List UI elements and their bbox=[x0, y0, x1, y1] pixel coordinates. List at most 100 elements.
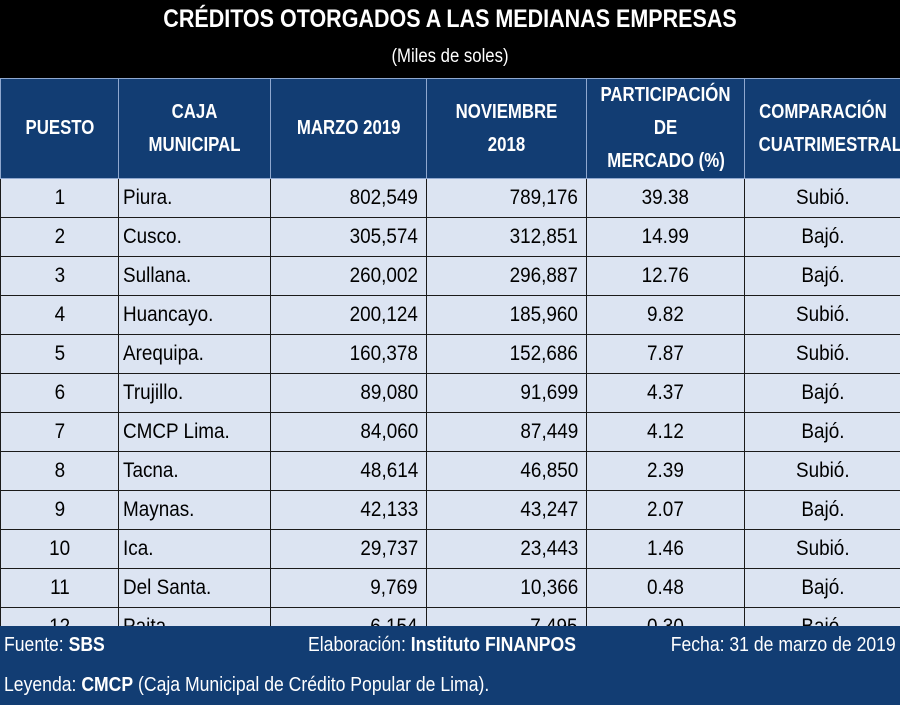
cell-marzo: 42,133 bbox=[270, 490, 427, 530]
table-row: 2 Cusco. 305,574 312,851 14.99 Bajó. bbox=[0, 217, 900, 257]
cell-participacion: 2.39 bbox=[586, 451, 745, 491]
cell-caja: Huancayo. bbox=[118, 295, 271, 335]
cell-participacion: 39.38 bbox=[586, 178, 745, 218]
cell-caja: CMCP Lima. bbox=[118, 412, 271, 452]
cell-caja: Trujillo. bbox=[118, 373, 271, 413]
cell-caja: Cusco. bbox=[118, 217, 271, 257]
cell-noviembre: 789,176 bbox=[426, 178, 587, 218]
cell-marzo: 84,060 bbox=[270, 412, 427, 452]
cell-participacion: 9.82 bbox=[586, 295, 745, 335]
cell-caja: Piura. bbox=[118, 178, 271, 218]
table-header-row: PUESTO CAJA MUNICIPAL MARZO 2019 NOVIEMB… bbox=[0, 78, 900, 179]
cell-marzo: 802,549 bbox=[270, 178, 427, 218]
table-row: 5 Arequipa. 160,378 152,686 7.87 Subió. bbox=[0, 334, 900, 374]
page-title: CRÉDITOS OTORGADOS A LAS MEDIANAS EMPRES… bbox=[163, 5, 737, 33]
cell-participacion: 0.48 bbox=[586, 568, 745, 608]
table-row: 6 Trujillo. 89,080 91,699 4.37 Bajó. bbox=[0, 373, 900, 413]
legend-abbr: CMCP bbox=[81, 674, 134, 696]
cell-noviembre: 23,443 bbox=[426, 529, 587, 569]
table-row: 3 Sullana. 260,002 296,887 12.76 Bajó. bbox=[0, 256, 900, 296]
table-row: 10 Ica. 29,737 23,443 1.46 Subió. bbox=[0, 529, 900, 569]
cell-noviembre: 43,247 bbox=[426, 490, 587, 530]
source-label: Fuente: bbox=[4, 634, 64, 656]
cell-caja: Maynas. bbox=[118, 490, 271, 530]
cell-caja: Sullana. bbox=[118, 256, 271, 296]
cell-participacion: 2.07 bbox=[586, 490, 745, 530]
cell-noviembre: 46,850 bbox=[426, 451, 587, 491]
cell-comparacion: Subió. bbox=[744, 529, 900, 569]
col-header-marzo: MARZO 2019 bbox=[270, 78, 427, 179]
cell-noviembre: 91,699 bbox=[426, 373, 587, 413]
elaboration-label: Elaboración: bbox=[308, 634, 406, 656]
col-header-noviembre: NOVIEMBRE 2018 bbox=[426, 78, 587, 179]
cell-comparacion: Subió. bbox=[744, 334, 900, 374]
cell-noviembre: 10,366 bbox=[426, 568, 587, 608]
cell-caja: Arequipa. bbox=[118, 334, 271, 374]
cell-puesto: 5 bbox=[0, 334, 119, 374]
cell-participacion: 1.46 bbox=[586, 529, 745, 569]
credits-table: PUESTO CAJA MUNICIPAL MARZO 2019 NOVIEMB… bbox=[0, 78, 900, 647]
cell-marzo: 160,378 bbox=[270, 334, 427, 374]
cell-participacion: 4.37 bbox=[586, 373, 745, 413]
footer-date: Fecha: 31 de marzo de 2019 bbox=[670, 634, 896, 656]
cell-comparacion: Bajó. bbox=[744, 568, 900, 608]
cell-puesto: 2 bbox=[0, 217, 119, 257]
cell-puesto: 10 bbox=[0, 529, 119, 569]
cell-comparacion: Subió. bbox=[744, 451, 900, 491]
cell-comparacion: Subió. bbox=[744, 295, 900, 335]
col-header-caja: CAJA MUNICIPAL bbox=[118, 78, 271, 179]
source-value: SBS bbox=[68, 634, 105, 656]
cell-noviembre: 296,887 bbox=[426, 256, 587, 296]
cell-puesto: 4 bbox=[0, 295, 119, 335]
cell-marzo: 48,614 bbox=[270, 451, 427, 491]
cell-noviembre: 87,449 bbox=[426, 412, 587, 452]
table-row: 8 Tacna. 48,614 46,850 2.39 Subió. bbox=[0, 451, 900, 491]
table-row: 7 CMCP Lima. 84,060 87,449 4.12 Bajó. bbox=[0, 412, 900, 452]
cell-comparacion: Bajó. bbox=[744, 217, 900, 257]
cell-participacion: 14.99 bbox=[586, 217, 745, 257]
legend-label: Leyenda: bbox=[4, 674, 77, 696]
cell-participacion: 4.12 bbox=[586, 412, 745, 452]
col-header-participacion: PARTICIPACIÓN DE MERCADO (%) bbox=[586, 78, 745, 179]
elaboration-value: Instituto FINANPOS bbox=[410, 634, 576, 656]
cell-comparacion: Bajó. bbox=[744, 490, 900, 530]
footer: Fuente: SBS Elaboración: Instituto FINAN… bbox=[0, 626, 900, 705]
cell-marzo: 29,737 bbox=[270, 529, 427, 569]
cell-marzo: 305,574 bbox=[270, 217, 427, 257]
cell-marzo: 200,124 bbox=[270, 295, 427, 335]
cell-puesto: 3 bbox=[0, 256, 119, 296]
table-body: 1 Piura. 802,549 789,176 39.38 Subió. 2 Cusco. 3… bbox=[0, 178, 900, 647]
cell-puesto: 9 bbox=[0, 490, 119, 530]
cell-caja: Ica. bbox=[118, 529, 271, 569]
col-header-comparacion: COMPARACIÓN CUATRIMESTRAL bbox=[744, 78, 900, 179]
cell-marzo: 260,002 bbox=[270, 256, 427, 296]
cell-comparacion: Bajó. bbox=[744, 412, 900, 452]
col-header-puesto: PUESTO bbox=[0, 78, 119, 179]
cell-puesto: 1 bbox=[0, 178, 119, 218]
table-row: 4 Huancayo. 200,124 185,960 9.82 Subió. bbox=[0, 295, 900, 335]
cell-caja: Del Santa. bbox=[118, 568, 271, 608]
cell-comparacion: Subió. bbox=[744, 178, 900, 218]
footer-legend: Leyenda: CMCP (Caja Municipal de Crédito… bbox=[4, 674, 489, 697]
cell-comparacion: Bajó. bbox=[744, 373, 900, 413]
cell-puesto: 7 bbox=[0, 412, 119, 452]
cell-participacion: 7.87 bbox=[586, 334, 745, 374]
cell-puesto: 6 bbox=[0, 373, 119, 413]
table-row: 1 Piura. 802,549 789,176 39.38 Subió. bbox=[0, 178, 900, 218]
cell-marzo: 9,769 bbox=[270, 568, 427, 608]
cell-puesto: 8 bbox=[0, 451, 119, 491]
footer-elaboration: Elaboración: Instituto FINANPOS bbox=[308, 634, 576, 657]
page-subtitle: (Miles de soles) bbox=[391, 46, 509, 67]
cell-noviembre: 312,851 bbox=[426, 217, 587, 257]
title-bar: CRÉDITOS OTORGADOS A LAS MEDIANAS EMPRES… bbox=[0, 0, 900, 78]
cell-participacion: 12.76 bbox=[586, 256, 745, 296]
cell-noviembre: 185,960 bbox=[426, 295, 587, 335]
cell-noviembre: 152,686 bbox=[426, 334, 587, 374]
footer-source: Fuente: SBS bbox=[4, 634, 105, 657]
cell-marzo: 89,080 bbox=[270, 373, 427, 413]
cell-caja: Tacna. bbox=[118, 451, 271, 491]
table-row: 9 Maynas. 42,133 43,247 2.07 Bajó. bbox=[0, 490, 900, 530]
cell-puesto: 11 bbox=[0, 568, 119, 608]
table-row: 11 Del Santa. 9,769 10,366 0.48 Bajó. bbox=[0, 568, 900, 608]
